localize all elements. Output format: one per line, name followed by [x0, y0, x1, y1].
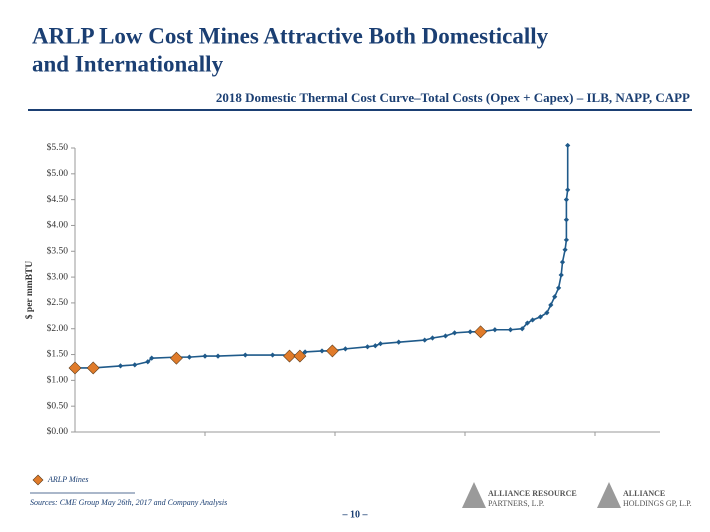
mine-marker	[442, 333, 449, 339]
y-tick-label: $0.50	[47, 400, 69, 411]
mine-marker	[563, 237, 569, 243]
logo-text: ALLIANCE	[623, 489, 665, 498]
logo-text: PARTNERS, L.P.	[488, 499, 544, 508]
mine-marker	[558, 272, 564, 278]
mine-marker	[202, 353, 208, 359]
legend-label: ARLP Mines	[47, 475, 89, 484]
logo-text: ALLIANCE RESOURCE	[488, 489, 577, 498]
mine-marker	[242, 352, 248, 358]
mine-marker	[544, 310, 550, 316]
arlp-mine-marker	[293, 349, 307, 363]
mine-marker	[377, 341, 384, 347]
mine-marker	[524, 320, 530, 326]
mine-marker	[372, 343, 378, 349]
source: Sources: CME Group May 26th, 2017 and Co…	[30, 498, 227, 507]
mine-marker	[556, 285, 562, 291]
y-tick-label: $3.50	[47, 245, 69, 256]
slide-title: and Internationally	[32, 51, 224, 76]
mine-marker	[117, 363, 124, 369]
mine-marker	[565, 187, 571, 193]
cost-curve	[75, 145, 569, 369]
mine-marker	[364, 344, 371, 350]
mine-marker	[552, 294, 558, 300]
y-tick-label: $1.00	[47, 375, 69, 386]
arlp-mine-marker	[68, 361, 82, 375]
mine-marker	[396, 339, 402, 345]
mine-marker	[302, 349, 308, 355]
y-tick-label: $2.50	[47, 297, 69, 308]
arlp-mine-marker	[283, 349, 296, 363]
mine-marker	[562, 247, 568, 253]
mine-marker	[467, 329, 473, 335]
mine-marker	[149, 355, 155, 361]
mine-marker	[530, 317, 536, 323]
mine-marker	[145, 359, 151, 365]
logo-icon	[597, 482, 621, 508]
y-tick-label: $1.50	[47, 349, 69, 360]
mine-marker	[492, 327, 498, 333]
mine-marker	[537, 314, 543, 320]
arlp-mine-marker	[474, 325, 488, 339]
plot: $0.00 $0.50 $1.00 $1.50 $2.00 $2.50 $3.00 $3.50…	[47, 142, 660, 437]
mine-marker	[507, 327, 514, 333]
y-tick-label: $5.50	[47, 142, 69, 153]
slide-title: ARLP Low Cost Mines Attractive Both Dome…	[32, 23, 549, 48]
chart-title: 2018 Domestic Thermal Cost Curve–Total C…	[216, 90, 690, 105]
logo-icon	[462, 482, 486, 508]
mine-marker	[429, 335, 436, 341]
mine-marker	[270, 352, 276, 358]
y-tick-label: $4.50	[47, 194, 69, 205]
mine-marker	[132, 362, 138, 368]
mine-marker	[319, 348, 325, 354]
mine-marker	[559, 259, 566, 265]
mine-marker	[422, 337, 428, 343]
legend-marker	[32, 474, 44, 486]
arlp-mine-marker	[86, 361, 100, 375]
y-tick-label: $4.00	[47, 220, 69, 231]
mine-marker	[452, 330, 458, 336]
mine-marker	[548, 302, 554, 308]
mine-marker	[563, 197, 569, 203]
arlp-mine-marker	[325, 344, 339, 358]
mine-marker	[563, 217, 569, 223]
arlp-mine-marker	[169, 351, 183, 365]
mine-marker	[519, 326, 525, 332]
y-tick-label: $5.00	[47, 168, 69, 179]
mine-marker	[186, 354, 192, 360]
y-axis-label: $ per mmBTU	[24, 261, 35, 320]
y-tick-label: $3.00	[47, 271, 69, 282]
y-tick-label: $2.00	[47, 323, 69, 334]
mine-marker	[215, 353, 221, 359]
y-tick-label: $0.00	[47, 426, 69, 437]
page-number: – 10 –	[342, 509, 369, 520]
mine-marker	[342, 346, 348, 352]
logo-text: HOLDINGS GP, L.P.	[623, 499, 692, 508]
mine-marker	[565, 142, 571, 149]
